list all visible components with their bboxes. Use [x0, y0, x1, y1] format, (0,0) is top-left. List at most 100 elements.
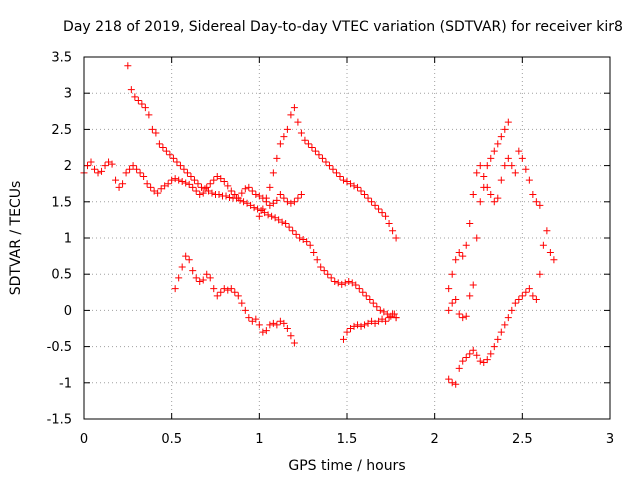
y-axis-label: SDTVAR / TECUs	[8, 181, 24, 296]
data-point	[138, 100, 146, 108]
data-point	[276, 191, 284, 199]
data-point	[182, 252, 190, 260]
data-point	[364, 319, 372, 327]
x-axis-label: GPS time / hours	[288, 458, 405, 474]
data-point	[494, 335, 502, 343]
data-point	[483, 162, 491, 170]
data-point	[245, 183, 253, 191]
data-point	[240, 198, 248, 206]
y-tick-label: 2	[64, 159, 72, 174]
data-point	[204, 187, 212, 195]
data-point	[84, 162, 92, 170]
data-point	[155, 140, 163, 148]
data-point	[108, 160, 116, 168]
data-point	[269, 319, 277, 327]
data-point	[226, 193, 234, 201]
data-point	[380, 308, 388, 316]
data-point	[378, 209, 386, 217]
data-point	[147, 183, 155, 191]
data-point	[252, 191, 260, 199]
data-point	[522, 288, 530, 296]
data-point	[129, 162, 137, 170]
series-group	[445, 118, 512, 322]
data-point	[217, 175, 225, 183]
data-point	[501, 125, 509, 133]
data-point	[224, 182, 232, 190]
data-point	[354, 183, 362, 191]
plot-frame	[83, 56, 611, 420]
data-point	[283, 325, 291, 332]
y-tick-label: 0	[64, 304, 72, 319]
data-point	[459, 357, 467, 365]
data-point	[276, 317, 284, 325]
data-point	[105, 158, 113, 166]
data-point	[101, 162, 109, 170]
data-point	[343, 328, 351, 336]
data-point	[259, 328, 267, 336]
data-point	[469, 281, 477, 289]
data-point	[280, 194, 288, 202]
data-point	[227, 187, 235, 195]
data-point	[515, 147, 523, 155]
data-point	[175, 274, 183, 282]
data-point	[287, 332, 295, 340]
data-point	[392, 314, 400, 322]
data-point	[247, 201, 255, 209]
data-point	[546, 248, 554, 256]
data-point	[341, 279, 349, 287]
data-point	[494, 140, 502, 148]
data-point	[317, 263, 325, 271]
data-point	[343, 178, 351, 186]
data-point	[487, 350, 495, 358]
data-point	[357, 322, 365, 330]
y-tick-label: 0.5	[51, 268, 72, 283]
data-point	[504, 118, 512, 126]
data-point	[197, 183, 205, 191]
data-point	[231, 288, 239, 296]
data-point	[504, 314, 512, 322]
y-tick-label: 1	[64, 232, 72, 247]
data-point	[348, 279, 356, 287]
data-point	[210, 176, 218, 184]
data-point	[289, 227, 297, 235]
data-point	[350, 182, 358, 190]
data-point	[480, 359, 488, 367]
data-point	[366, 296, 374, 304]
series-group	[124, 62, 400, 322]
y-tick-labels: -1.5 -1 -0.5 0 0.5 1 1.5 2 2.5 3 3.5	[47, 51, 72, 428]
data-point	[215, 191, 223, 199]
data-point	[368, 317, 376, 325]
series-group	[255, 104, 400, 242]
data-point	[262, 194, 270, 202]
data-point	[361, 191, 369, 199]
y-tick-label: -0.5	[47, 340, 72, 355]
data-point	[119, 180, 127, 188]
data-point	[141, 104, 149, 112]
data-point	[347, 180, 355, 188]
chart-title: Day 218 of 2019, Sidereal Day-to-day VTE…	[63, 19, 623, 35]
data-point	[192, 187, 200, 195]
data-point	[164, 180, 172, 188]
data-point	[150, 187, 158, 195]
data-point	[245, 314, 253, 322]
data-point	[171, 285, 179, 293]
data-point	[292, 230, 300, 238]
data-point	[199, 276, 207, 284]
data-point	[455, 310, 463, 318]
data-point	[157, 185, 165, 193]
data-point	[182, 179, 190, 187]
series-group	[80, 158, 305, 209]
data-point	[487, 191, 495, 199]
data-point	[355, 285, 363, 293]
data-point	[339, 176, 347, 184]
data-point	[334, 279, 342, 287]
data-point	[448, 270, 456, 278]
data-point	[350, 322, 358, 330]
data-point	[243, 199, 251, 207]
x-tick-label: 1	[255, 432, 263, 447]
data-point	[217, 288, 225, 296]
data-point	[206, 180, 214, 188]
data-point	[525, 285, 533, 293]
data-point	[134, 96, 142, 104]
data-point	[347, 325, 355, 332]
